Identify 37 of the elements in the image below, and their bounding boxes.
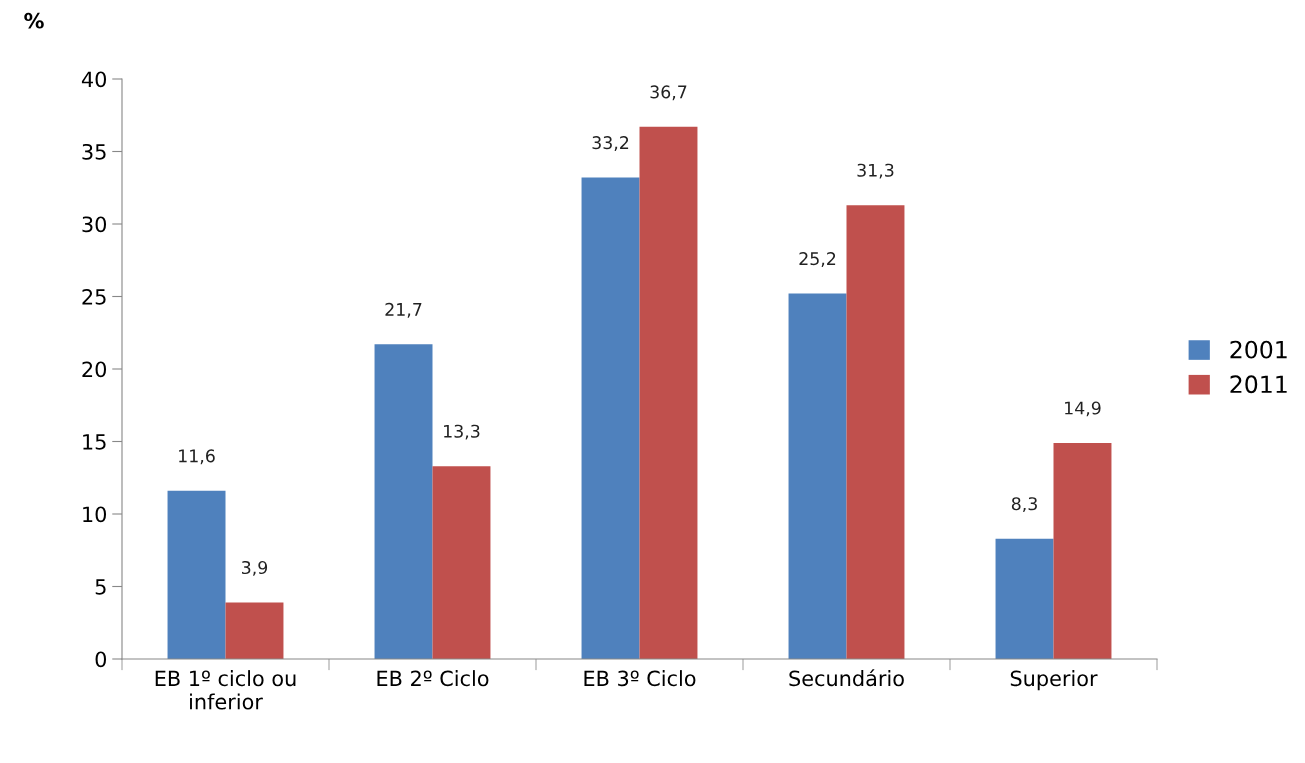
data-label: 31,3 <box>857 163 894 179</box>
y-tick-label: 10 <box>83 506 107 523</box>
data-label: 8,3 <box>1011 497 1037 513</box>
y-tick-label: 40 <box>81 71 107 88</box>
bar <box>167 490 226 659</box>
legend-label: 2011 <box>1230 375 1287 394</box>
bar <box>432 466 491 659</box>
bar <box>788 293 847 659</box>
x-tick-label: EB 1º ciclo ou inferior <box>155 670 296 710</box>
y-tick-label: 15 <box>83 434 106 450</box>
data-label: 14,9 <box>1065 401 1101 417</box>
data-label: 11,6 <box>179 449 215 465</box>
y-tick-label: 30 <box>82 216 107 233</box>
data-label: 36,7 <box>650 85 687 101</box>
bar <box>581 177 640 659</box>
y-tick-label: 20 <box>82 361 107 378</box>
bar <box>225 602 284 659</box>
bar <box>639 126 698 659</box>
y-axis-title: % <box>24 12 44 29</box>
data-label: 33,2 <box>592 136 629 152</box>
y-tick-label: 35 <box>82 143 106 160</box>
data-label: 21,7 <box>385 302 422 318</box>
x-tick-label: Superior <box>1010 670 1098 691</box>
bar <box>846 205 905 659</box>
data-label: 25,2 <box>799 252 836 268</box>
x-tick-label: EB 2º Ciclo <box>377 670 489 687</box>
legend-label: 2001 <box>1230 340 1287 359</box>
y-tick-label: 5 <box>95 579 106 595</box>
x-tick-label: EB 3º Ciclo <box>584 670 696 687</box>
x-tick-label: Secundário <box>789 669 904 687</box>
y-tick-label: 0 <box>95 651 107 668</box>
y-tick-label: 25 <box>82 288 106 305</box>
bar <box>374 344 433 659</box>
bar <box>1053 442 1112 659</box>
bar <box>995 538 1054 659</box>
data-label: 3,9 <box>242 560 268 576</box>
data-label: 13,3 <box>444 424 480 440</box>
